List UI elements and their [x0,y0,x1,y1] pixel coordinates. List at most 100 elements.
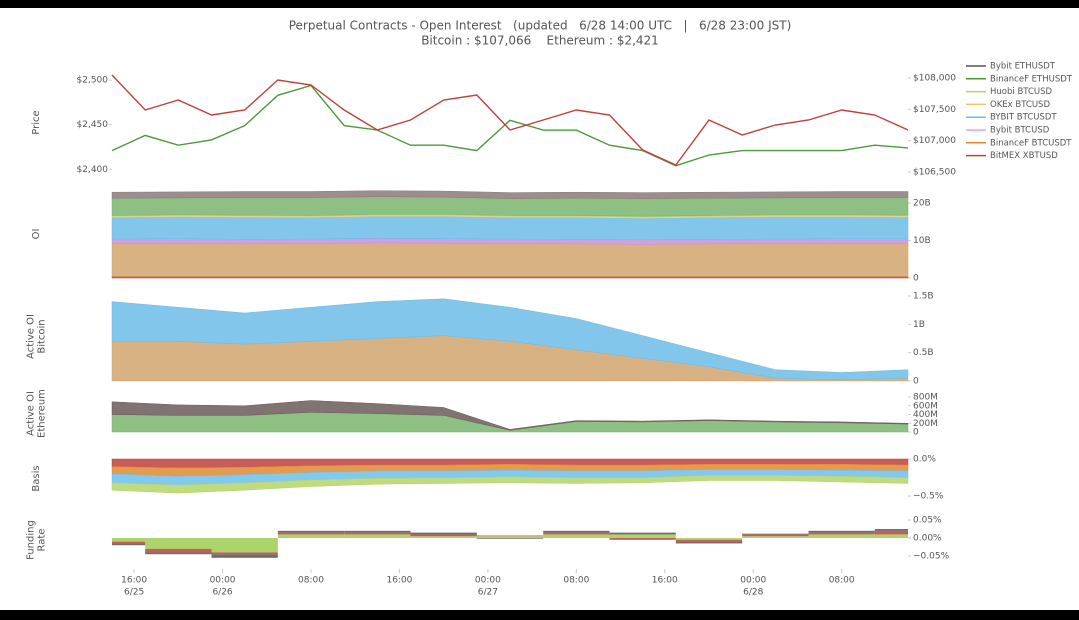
funding-bar [211,554,278,558]
funding-bar [675,538,743,540]
funding-bar [742,536,809,539]
legend-label: BinanceF BTCUSDT [990,138,1072,148]
y-tick-label: 0.5B [913,348,934,358]
funding-bar [609,532,676,535]
funding-bar [543,534,610,539]
y-tick-label: 0 [913,377,919,387]
funding-bar [808,530,875,533]
x-tick-label: 00:00 [475,576,501,586]
price-line [111,74,909,166]
funding-bar [410,532,477,535]
y-tick-label: −0.5% [913,492,944,502]
funding-bar [211,538,278,553]
stacked-area [111,196,909,217]
stacked-area [111,475,909,494]
y2-tick-label: $106,500 [913,167,956,177]
chart-subtitle: Bitcoin : $107,066 Ethereum : $2,421 [421,34,659,48]
x-tick-label: 08:00 [829,576,855,586]
funding-bar [609,534,676,539]
x-tick-label: 00:00 [740,576,766,586]
y-tick-label: 0.05% [913,516,942,526]
funding-bar [675,541,743,544]
x-tick-label: 16:00 [386,576,412,586]
funding-bar [543,532,610,535]
y-tick-label: 10B [913,236,931,246]
legend-label: BitMEX XBTUSD [990,151,1058,161]
stacked-area [111,215,909,241]
legend-label: OKEx BTCUSD [990,100,1050,110]
funding-bar [808,534,875,539]
y-tick-label: 0 [913,274,919,284]
x-tick-label: 16:00 [652,576,678,586]
y-tick-label: 1.5B [913,291,934,301]
y-tick-label: 1B [913,320,925,330]
funding-bar [609,538,676,540]
y-axis-label: Rate [37,529,48,552]
legend-label: Huobi BTCUSD [990,87,1053,97]
funding-bar [112,541,146,544]
y2-tick-label: $108,000 [913,73,956,83]
y-tick-label: −0.05% [913,552,950,562]
x-tick-label: 08:00 [298,576,324,586]
funding-bar [277,530,345,533]
y-axis-label: Price [31,110,42,134]
y-tick-label: $2,450 [77,120,109,130]
x-tick-sublabel: 6/25 [124,588,144,598]
legend-label: Bybit ETHUSDT [990,62,1056,72]
y-tick-label: $2,500 [77,76,109,86]
legend-label: BinanceF ETHUSDT [990,74,1073,84]
y-axis-label: Bitcoin [37,319,48,353]
y2-tick-label: $107,500 [913,105,956,115]
funding-bar [543,530,610,533]
funding-bar [874,529,908,531]
funding-bar [874,534,908,539]
y-tick-label: 20B [913,199,931,209]
funding-bar [410,534,477,537]
funding-bar [145,548,212,553]
funding-bar [874,530,908,535]
top-bar [0,0,1079,8]
y-tick-label: 600M [913,401,938,411]
funding-bar [112,543,146,546]
y-axis-label: Basis [31,465,42,491]
legend-label: Bybit BTCUSD [990,126,1050,136]
funding-bar [344,534,411,539]
price-line [111,84,909,167]
stacked-area [111,298,909,381]
x-tick-label: 08:00 [563,576,589,586]
y-tick-label: 0.00% [913,534,942,544]
x-tick-label: 00:00 [210,576,236,586]
x-tick-sublabel: 6/28 [743,588,763,598]
funding-bar [112,538,146,542]
x-tick-sublabel: 6/27 [478,588,498,598]
y2-tick-label: $107,000 [913,136,956,146]
funding-bar [808,532,875,535]
funding-bar [742,534,809,537]
funding-bar [410,536,477,539]
y-axis-label: Ethereum [37,389,48,438]
y-axis-label: Active OI [26,391,37,436]
funding-bar [742,533,809,535]
funding-bar [344,530,411,533]
chart-title: Perpetual Contracts - Open Interest (upd… [289,19,792,33]
x-tick-sublabel: 6/26 [212,588,232,598]
y-tick-label: 400M [913,410,938,420]
funding-bar [277,532,345,535]
y-tick-label: 0.0% [913,455,936,465]
legend-label: BYBIT BTCUSDT [990,113,1057,123]
y-tick-label: $2,400 [77,165,109,175]
funding-bar [675,539,743,542]
funding-bar [145,538,212,549]
y-axis-label: OI [31,229,42,240]
y-axis-label: Active OI [26,314,37,359]
bottom-bar [0,610,1079,620]
y-tick-label: 200M [913,419,938,429]
y-tick-label: 800M [913,393,938,403]
stacked-area [111,242,909,277]
funding-bar [145,552,212,555]
funding-bar [476,538,544,539]
stacked-area [111,190,909,199]
y-tick-label: 0 [913,428,919,438]
